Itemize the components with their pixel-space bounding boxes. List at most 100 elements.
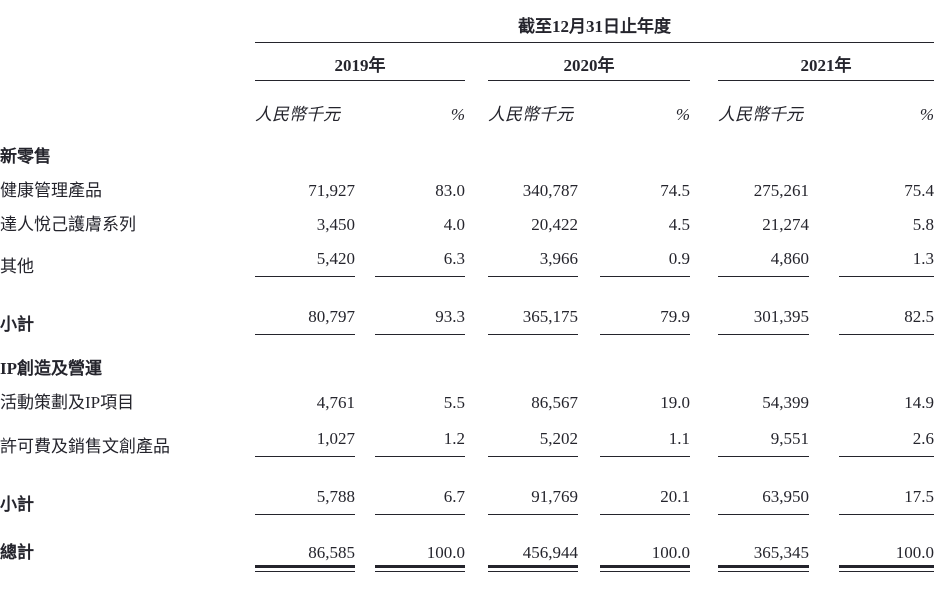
percent-2019: 83.0 (435, 181, 465, 201)
empty-cell (0, 81, 255, 125)
table-row: 健康管理產品 71,927 83.0 340,787 74.5 275,261 … (0, 167, 934, 201)
percent-2020: 20.1 (578, 457, 690, 515)
unit-cell: 人民幣千元 (690, 81, 809, 125)
amount-2021: 9,551 (690, 413, 809, 457)
amount-2020: 456,944 (522, 543, 578, 563)
section-header-row: 新零售 (0, 125, 934, 167)
percent-2021: 5.8 (912, 215, 934, 235)
unit-label: 人民幣千元 (488, 105, 573, 125)
percent-2021: 14.9 (904, 393, 934, 413)
period-header-row: 截至12月31日止年度 (0, 6, 934, 43)
amount-2021: 365,345 (753, 543, 809, 563)
double-rule (255, 563, 355, 579)
percent-2021: 75.4 (904, 181, 934, 201)
amount-2019: 5,788 (255, 457, 355, 515)
section-title-ip: IP創造及營運 (0, 359, 102, 379)
unit-label: 人民幣千元 (718, 105, 803, 125)
empty-cell (0, 563, 255, 579)
row-label: 許可費及銷售文創產品 (0, 437, 170, 457)
amount-2019: 1,027 (255, 413, 355, 457)
table-row: 其他 5,420 6.3 3,966 0.9 4,860 1.3 (0, 235, 934, 277)
percent-2019: 6.7 (355, 457, 465, 515)
total-double-rule-row (0, 563, 934, 579)
total-row: 總計 86,585 100.0 456,944 100.0 365,345 10… (0, 515, 934, 563)
revenue-breakdown-table: 截至12月31日止年度 2019年 2020年 2021年 人民幣千元 % 人民… (0, 6, 934, 579)
year-2021-cell: 2021年 (690, 43, 934, 81)
amount-2019: 3,450 (316, 215, 355, 235)
amount-2021: 301,395 (690, 277, 809, 335)
percent-2019: 1.2 (355, 413, 465, 457)
amount-2019: 4,761 (316, 393, 355, 413)
percent-cell: % (578, 81, 690, 125)
year-2019-label: 2019年 (255, 56, 465, 81)
unit-label: 人民幣千元 (255, 105, 340, 125)
percent-2021: 82.5 (809, 277, 934, 335)
row-label: 其他 (0, 257, 34, 277)
unit-header-row: 人民幣千元 % 人民幣千元 % 人民幣千元 % (0, 81, 934, 125)
subtotal-label: 小計 (0, 315, 34, 335)
percent-2019: 4.0 (443, 215, 465, 235)
amount-2021: 54,399 (762, 393, 809, 413)
double-rule (690, 563, 809, 579)
percent-cell: % (355, 81, 465, 125)
amount-2019: 80,797 (255, 277, 355, 335)
percent-2019: 100.0 (426, 543, 465, 563)
percent-2020: 1.1 (578, 413, 690, 457)
percent-2020: 79.9 (578, 277, 690, 335)
amount-2021: 4,860 (690, 235, 809, 277)
empty-cell (0, 6, 255, 43)
amount-2021: 21,274 (762, 215, 809, 235)
subtotal-label: 小計 (0, 495, 34, 515)
section-title-new-retail: 新零售 (0, 147, 51, 167)
section-header-row: IP創造及營運 (0, 335, 934, 379)
row-label: 達人悅己護膚系列 (0, 215, 136, 235)
percent-2020: 100.0 (651, 543, 690, 563)
total-label: 總計 (0, 543, 34, 563)
amount-2020: 91,769 (465, 457, 578, 515)
year-2021-label: 2021年 (718, 56, 934, 81)
percent-2020: 4.5 (668, 215, 690, 235)
percent-2020: 19.0 (660, 393, 690, 413)
period-header: 截至12月31日止年度 (255, 17, 934, 43)
table-row: 活動策劃及IP項目 4,761 5.5 86,567 19.0 54,399 1… (0, 379, 934, 413)
amount-2020: 20,422 (531, 215, 578, 235)
percent-2021: 17.5 (809, 457, 934, 515)
amount-2020: 86,567 (531, 393, 578, 413)
percent-cell: % (809, 81, 934, 125)
percent-2021: 100.0 (895, 543, 934, 563)
percent-2019: 6.3 (355, 235, 465, 277)
unit-cell: 人民幣千元 (465, 81, 578, 125)
double-rule (578, 563, 690, 579)
unit-cell: 人民幣千元 (255, 81, 355, 125)
row-label: 活動策劃及IP項目 (0, 393, 135, 413)
double-rule (355, 563, 465, 579)
amount-2021: 63,950 (690, 457, 809, 515)
percent-label: % (919, 105, 934, 125)
amount-2019: 5,420 (255, 235, 355, 277)
year-2020-label: 2020年 (488, 56, 690, 81)
amount-2020: 365,175 (465, 277, 578, 335)
table-row: 許可費及銷售文創產品 1,027 1.2 5,202 1.1 9,551 2.6 (0, 413, 934, 457)
amount-2020: 3,966 (465, 235, 578, 277)
year-2019-cell: 2019年 (255, 43, 465, 81)
table-row: 達人悅己護膚系列 3,450 4.0 20,422 4.5 21,274 5.8 (0, 201, 934, 235)
percent-label: % (675, 105, 690, 125)
percent-2019: 93.3 (355, 277, 465, 335)
subtotal-row: 小計 80,797 93.3 365,175 79.9 301,395 82.5 (0, 277, 934, 335)
amount-2020: 5,202 (465, 413, 578, 457)
double-rule (465, 563, 578, 579)
amount-2019: 86,585 (308, 543, 355, 563)
empty-cell (0, 43, 255, 81)
amount-2020: 340,787 (522, 181, 578, 201)
amount-2019: 71,927 (308, 181, 355, 201)
year-2020-cell: 2020年 (465, 43, 690, 81)
percent-2020: 74.5 (660, 181, 690, 201)
percent-2021: 1.3 (809, 235, 934, 277)
row-label: 健康管理產品 (0, 181, 102, 201)
percent-2020: 0.9 (578, 235, 690, 277)
year-header-row: 2019年 2020年 2021年 (0, 43, 934, 81)
subtotal-row: 小計 5,788 6.7 91,769 20.1 63,950 17.5 (0, 457, 934, 515)
double-rule (809, 563, 934, 579)
percent-label: % (450, 105, 465, 125)
period-header-cell: 截至12月31日止年度 (255, 6, 934, 43)
